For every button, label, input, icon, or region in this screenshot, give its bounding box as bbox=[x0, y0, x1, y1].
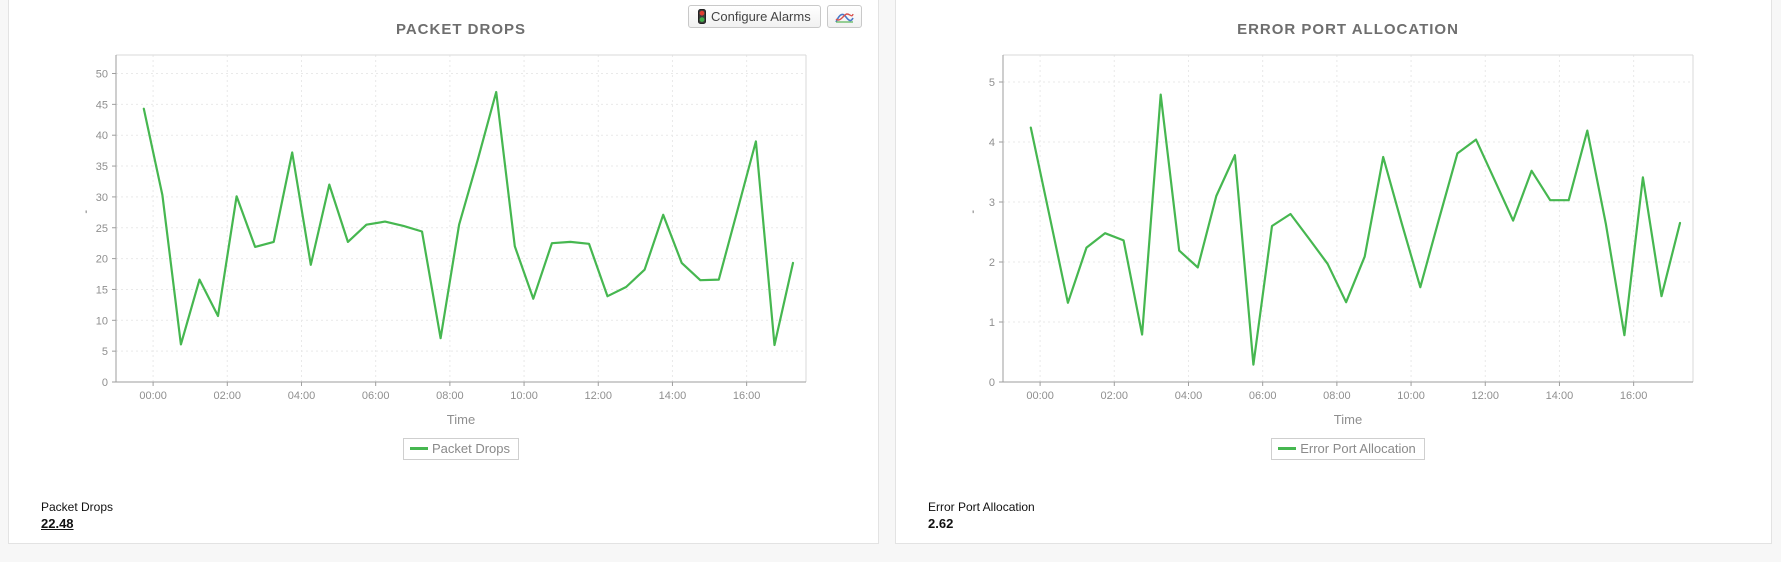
y-tick-label: 1 bbox=[989, 317, 995, 329]
x-tick-label: 16:00 bbox=[1620, 390, 1648, 402]
y-tick-label: 50 bbox=[96, 69, 108, 81]
x-tick-label: 02:00 bbox=[214, 390, 242, 402]
chart-title: ERROR PORT ALLOCATION bbox=[1237, 21, 1459, 38]
x-tick-label: 00:00 bbox=[1026, 390, 1054, 402]
gridlines bbox=[116, 55, 806, 383]
y-axis-unit-label: ' bbox=[972, 208, 975, 222]
x-axis-title: Time bbox=[447, 412, 475, 427]
summary-block: Packet Drops 22.48 bbox=[41, 500, 113, 533]
x-tick-label: 06:00 bbox=[362, 390, 390, 402]
x-tick-label: 10:00 bbox=[510, 390, 538, 402]
chart-title: PACKET DROPS bbox=[395, 21, 527, 38]
x-axis-title: Time bbox=[1334, 412, 1362, 427]
chart-type-button[interactable] bbox=[826, 5, 862, 28]
x-tick-label: 00:00 bbox=[139, 390, 167, 402]
y-tick-label: 45 bbox=[96, 99, 108, 111]
x-tick-label: 02:00 bbox=[1101, 390, 1129, 402]
y-tick-label: 3 bbox=[989, 197, 995, 209]
y-tick-label: 15 bbox=[96, 284, 108, 296]
y-tick-label: 0 bbox=[989, 377, 995, 389]
x-tick-label: 16:00 bbox=[733, 390, 761, 402]
configure-alarms-label: Configure Alarms bbox=[711, 9, 811, 24]
legend-label: Packet Drops bbox=[431, 441, 511, 456]
legend-box: Error Port Allocation bbox=[1271, 438, 1425, 460]
packet-drops-panel: PACKET DROPS Configure Alarms ' bbox=[8, 0, 879, 544]
x-tick-label: 10:00 bbox=[1397, 390, 1425, 402]
y-tick-label: 5 bbox=[989, 77, 995, 89]
y-tick-label: 20 bbox=[96, 254, 108, 266]
y-tick-label: 2 bbox=[989, 257, 995, 269]
line-chart-icon bbox=[834, 10, 854, 24]
packet-drops-chart-canvas[interactable]: 0 5 10 15 20 25 30 35 40 45 50 00:00 02:00 04:00 06:00… bbox=[9, 0, 880, 435]
y-tick-label: 40 bbox=[96, 130, 108, 142]
series-line bbox=[1029, 93, 1682, 366]
legend-box: Packet Drops bbox=[402, 438, 520, 460]
y-tick-label: 4 bbox=[989, 137, 995, 149]
summary-label: Packet Drops bbox=[41, 500, 114, 514]
error-port-allocation-chart-canvas[interactable]: 0 1 2 3 4 5 00:00 02:00 04:00 06:00 08:00 10:00 12:0… bbox=[896, 0, 1767, 435]
x-tick-label: 06:00 bbox=[1249, 390, 1277, 402]
series-line bbox=[142, 90, 795, 347]
legend: Error Port Allocation bbox=[1003, 438, 1693, 460]
configure-alarms-button[interactable]: Configure Alarms bbox=[688, 5, 821, 28]
x-tick-label: 04:00 bbox=[1175, 390, 1203, 402]
x-tick-label: 14:00 bbox=[659, 390, 687, 402]
x-tick-label: 08:00 bbox=[1323, 390, 1351, 402]
y-tick-label: 0 bbox=[102, 377, 108, 389]
legend: Packet Drops bbox=[116, 438, 806, 460]
legend-swatch bbox=[1278, 447, 1297, 450]
x-tick-label: 04:00 bbox=[288, 390, 316, 402]
y-tick-label: 10 bbox=[96, 315, 108, 327]
legend-label: Error Port Allocation bbox=[1300, 441, 1416, 456]
error-port-allocation-panel: ERROR PORT ALLOCATION ' 0 1 2 3 4 5 00:00 02:00… bbox=[895, 0, 1772, 544]
y-tick-label: 25 bbox=[96, 223, 108, 235]
summary-block: Error Port Allocation 2.62 bbox=[928, 500, 1035, 533]
x-tick-label: 14:00 bbox=[1546, 390, 1574, 402]
chart-toolbar: Configure Alarms bbox=[688, 5, 862, 28]
x-tick-label: 12:00 bbox=[1471, 390, 1499, 402]
traffic-light-icon bbox=[698, 9, 706, 24]
y-tick-label: 35 bbox=[96, 161, 108, 173]
summary-value[interactable]: 22.48 bbox=[41, 516, 74, 531]
y-axis-unit-label: ' bbox=[85, 208, 88, 222]
legend-swatch bbox=[409, 447, 428, 450]
gridlines bbox=[1003, 55, 1693, 383]
y-tick-label: 5 bbox=[102, 346, 108, 358]
summary-value[interactable]: 2.62 bbox=[928, 516, 954, 531]
y-tick-label: 30 bbox=[96, 192, 108, 204]
summary-label: Error Port Allocation bbox=[928, 500, 1035, 514]
x-tick-label: 08:00 bbox=[436, 390, 464, 402]
x-tick-label: 12:00 bbox=[584, 390, 612, 402]
